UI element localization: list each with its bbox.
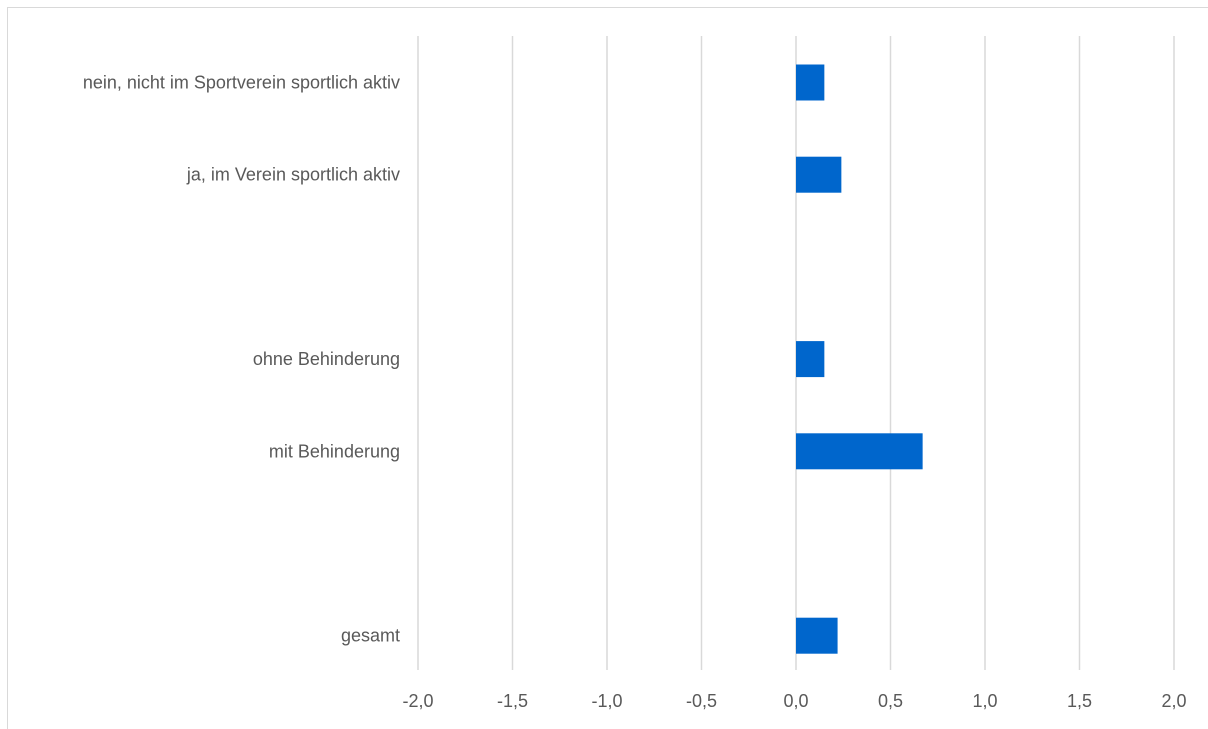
x-tick-label: 2,0 xyxy=(1161,691,1186,711)
gridlines xyxy=(417,36,1175,670)
bar xyxy=(796,617,838,654)
x-tick-label: -2,0 xyxy=(402,691,433,711)
category-label: gesamt xyxy=(341,626,400,646)
category-label: ja, im Verein sportlich aktiv xyxy=(186,165,400,185)
x-tick-label: 0,5 xyxy=(878,691,903,711)
category-label: nein, nicht im Sportverein sportlich akt… xyxy=(83,73,400,93)
x-tick-label: -0,5 xyxy=(686,691,717,711)
x-tick-label: 1,0 xyxy=(972,691,997,711)
category-label: ohne Behinderung xyxy=(253,349,400,369)
bar xyxy=(796,433,923,470)
category-label: mit Behinderung xyxy=(269,441,400,461)
bar xyxy=(796,341,825,378)
x-tick-label: -1,0 xyxy=(591,691,622,711)
category-labels: nein, nicht im Sportverein sportlich akt… xyxy=(83,73,400,646)
x-tick-label: -1,5 xyxy=(497,691,528,711)
bars xyxy=(796,64,923,654)
x-tick-label: 1,5 xyxy=(1067,691,1092,711)
bar xyxy=(796,64,825,101)
x-tick-label: 0,0 xyxy=(783,691,808,711)
x-tick-labels: -2,0 -1,5 -1,0 -0,5 0,0 0,5 1,0 1,5 2,0 xyxy=(402,691,1186,711)
bar xyxy=(796,156,842,193)
